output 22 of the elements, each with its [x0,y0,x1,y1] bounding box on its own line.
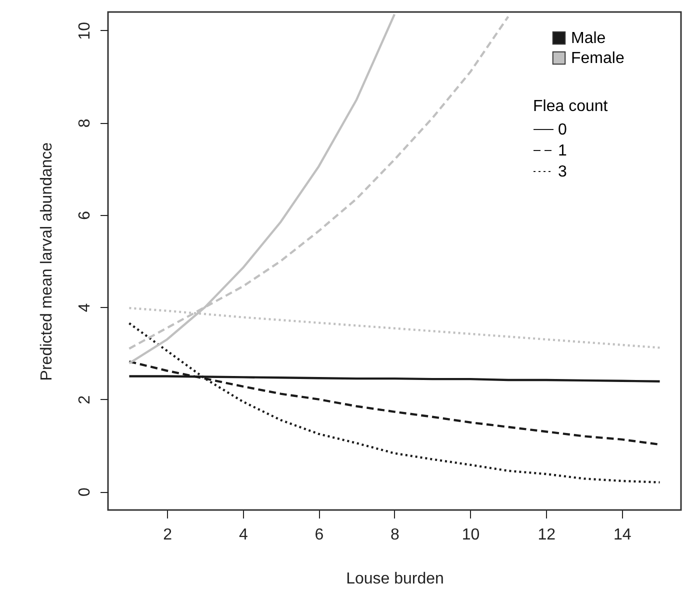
x-tick-label: 8 [390,526,400,544]
annotation: 3 [558,164,567,180]
legend-label: Female [571,50,624,67]
x-tick-label: 4 [238,526,248,544]
y-tick-label: 4 [76,303,94,312]
y-tick-label: 10 [76,22,94,40]
annotation: 0 [558,122,567,138]
y-tick-label: 8 [76,118,94,128]
x-tick-label: 10 [462,526,480,544]
y-tick-label: 2 [76,395,94,404]
y-axis-title: Predicted mean larval abundance [38,142,56,381]
y-tick-label: 6 [76,210,94,220]
x-axis-title: Louse burden [346,570,444,588]
legend-title: Flea count [533,98,608,115]
x-tick-label: 6 [314,526,324,544]
x-tick-label: 12 [538,526,556,544]
legend-label: Male [571,30,606,47]
x-tick-label: 2 [163,526,172,544]
line-series [128,322,661,484]
x-tick-label: 14 [613,526,632,544]
y-tick-label: 0 [76,488,94,497]
annotation: 1 [558,142,567,160]
